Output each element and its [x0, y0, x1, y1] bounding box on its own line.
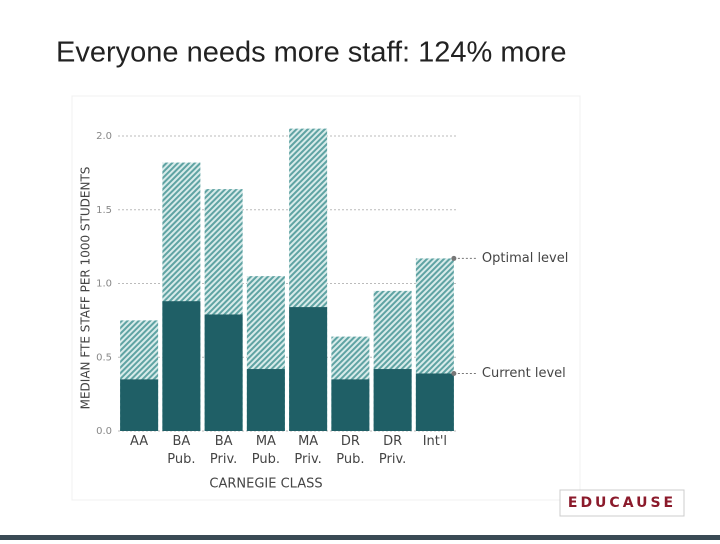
- y-tick-label: 1.0: [96, 279, 112, 290]
- logo-box: [559, 489, 685, 517]
- bar: [246, 369, 285, 431]
- bar: [415, 373, 454, 431]
- slide-title: Everyone needs more staff: 124% more: [56, 37, 566, 69]
- legend-label: Current level: [482, 366, 566, 381]
- x-tick-label: BA Priv.: [210, 434, 237, 467]
- footer-bar: [0, 535, 720, 540]
- y-tick-label: 0.0: [96, 426, 112, 437]
- bar: [331, 379, 370, 431]
- bar: [289, 307, 328, 431]
- x-tick-label: MA Pub.: [252, 434, 280, 467]
- bar: [204, 314, 243, 431]
- x-tick-label: Int'l: [423, 434, 447, 449]
- x-tick-label: DR Pub.: [336, 434, 364, 467]
- y-tick-label: 2.0: [96, 131, 112, 142]
- x-tick-label: MA Priv.: [294, 434, 321, 467]
- x-tick-label: BA Pub.: [167, 434, 195, 467]
- y-tick-label: 0.5: [96, 352, 112, 363]
- y-axis-label: MEDIAN FTE STAFF PER 1000 STUDENTS: [79, 167, 93, 410]
- bar: [162, 301, 201, 431]
- x-tick-label: AA: [130, 434, 148, 449]
- x-axis-label: CARNEGIE CLASS: [209, 477, 322, 492]
- y-tick-label: 1.5: [96, 205, 112, 216]
- bar: [373, 369, 412, 431]
- legend-label: Optimal level: [482, 251, 568, 266]
- logo: EDUCAUSE: [568, 495, 676, 511]
- bar: [120, 379, 159, 431]
- plot: 0.0 0.5 1.0 1.5 2.0 AA BA Pub. BA Priv. MA Pub. MA Pr…: [96, 128, 568, 467]
- x-tick-label: DR Priv.: [379, 434, 406, 467]
